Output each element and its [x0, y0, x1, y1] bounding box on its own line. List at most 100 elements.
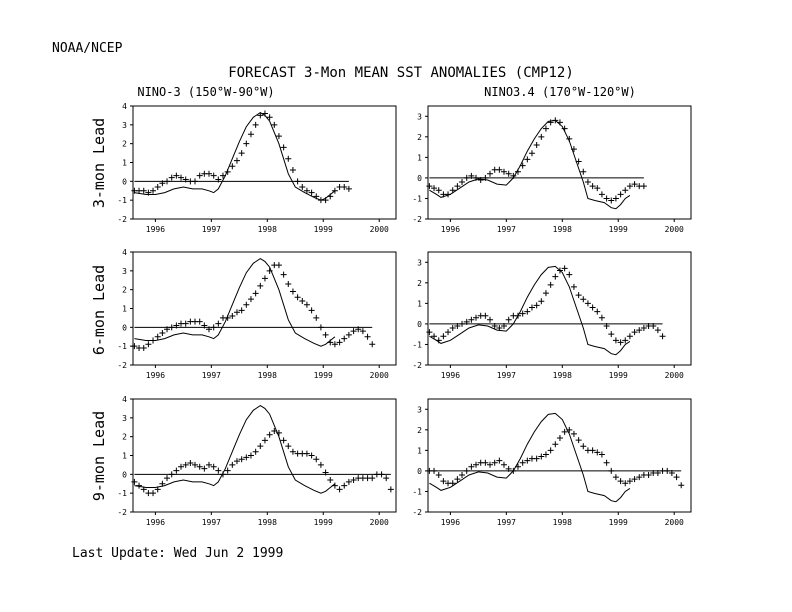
forecast-point	[659, 333, 666, 340]
forecast-point	[575, 437, 582, 444]
forecast-point	[524, 308, 531, 315]
panel-frame	[427, 105, 692, 220]
forecast-point	[435, 187, 442, 194]
forecast-point	[500, 168, 507, 175]
y-tick-label: 0	[122, 323, 127, 332]
y-tick-label: 2	[122, 140, 127, 149]
forecast-point	[510, 467, 517, 474]
forecast-point	[266, 114, 273, 121]
forecast-point	[589, 304, 596, 311]
panel-frame	[132, 251, 397, 366]
forecast-point	[164, 326, 171, 333]
forecast-point	[369, 341, 376, 348]
forecast-point	[487, 461, 494, 468]
forecast-point	[440, 333, 447, 340]
forecast-point	[215, 320, 222, 327]
forecast-point	[463, 318, 470, 325]
forecast-point	[556, 119, 563, 126]
y-tick-label: 1	[122, 452, 127, 461]
observed-line	[134, 258, 336, 347]
forecast-point	[341, 183, 348, 190]
observed-line	[134, 112, 336, 201]
forecast-point	[238, 307, 245, 314]
forecast-point	[612, 337, 619, 344]
forecast-point	[317, 461, 324, 468]
forecast-point	[594, 449, 601, 456]
forecast-point	[435, 472, 442, 479]
forecast-point	[631, 329, 638, 336]
y-tick-label: 1	[417, 153, 422, 162]
forecast-point	[266, 431, 273, 438]
forecast-point	[491, 459, 498, 466]
forecast-point	[224, 467, 231, 474]
forecast-point	[431, 467, 438, 474]
forecast-point	[164, 178, 171, 185]
forecast-point	[505, 316, 512, 323]
forecast-point	[519, 162, 526, 169]
forecast-point	[528, 304, 535, 311]
forecast-point	[308, 307, 315, 314]
y-tick-label: -1	[117, 489, 127, 498]
forecast-point	[538, 453, 545, 460]
y-tick-label: 0	[122, 470, 127, 479]
forecast-point	[505, 170, 512, 177]
forecast-point	[313, 193, 320, 200]
nino34-column-title: NINO3.4 (170°W-120°W)	[484, 85, 636, 99]
forecast-point	[280, 271, 287, 278]
forecast-point	[524, 457, 531, 464]
forecast-point	[182, 320, 189, 327]
forecast-point	[345, 331, 352, 338]
x-tick-label: 1999	[609, 518, 628, 527]
forecast-point	[173, 467, 180, 474]
x-tick-label: 2000	[665, 225, 684, 234]
forecast-point	[547, 281, 554, 288]
forecast-point	[178, 463, 185, 470]
forecast-point	[359, 328, 366, 335]
forecast-point	[136, 482, 143, 489]
forecast-point	[192, 178, 199, 185]
panel-nino34-9monlead: -2 -1 0 1 2 3 1996 1997 1998 1999 2000	[412, 398, 692, 527]
x-tick-label: 1999	[314, 225, 333, 234]
forecast-point	[196, 318, 203, 325]
y-tick-label: 3	[417, 258, 422, 267]
forecast-point	[612, 474, 619, 481]
forecast-point	[285, 281, 292, 288]
forecast-point	[308, 452, 315, 459]
forecast-point	[533, 142, 540, 149]
forecast-point	[580, 168, 587, 175]
forecast-point	[131, 478, 138, 485]
forecast-point	[233, 458, 240, 465]
forecast-point	[594, 185, 601, 192]
forecast-point	[299, 297, 306, 304]
forecast-point	[154, 333, 161, 340]
x-tick-label: 1996	[441, 518, 460, 527]
y-tick-label: -2	[412, 215, 422, 224]
y-tick-label: 2	[417, 279, 422, 288]
forecast-point	[266, 267, 273, 274]
forecast-point	[654, 469, 661, 476]
forecast-point	[271, 428, 278, 435]
forecast-point	[364, 333, 371, 340]
y-tick-label: 2	[122, 286, 127, 295]
forecast-point	[201, 465, 208, 472]
forecast-point	[261, 110, 268, 117]
forecast-point	[626, 333, 633, 340]
forecast-point	[636, 474, 643, 481]
forecast-point	[215, 467, 222, 474]
forecast-point	[145, 341, 152, 348]
forecast-point	[617, 478, 624, 485]
forecast-point	[243, 454, 250, 461]
y-tick-label: 0	[417, 320, 422, 329]
forecast-point	[622, 480, 629, 487]
y-tick-label: 1	[122, 159, 127, 168]
observed-line	[429, 412, 631, 503]
forecast-point	[378, 471, 385, 478]
forecast-point	[445, 191, 452, 198]
forecast-point	[247, 131, 254, 138]
forecast-point	[468, 172, 475, 179]
y-tick-label: 0	[122, 177, 127, 186]
forecast-point	[542, 451, 549, 458]
forecast-point	[524, 156, 531, 163]
forecast-point	[327, 193, 334, 200]
